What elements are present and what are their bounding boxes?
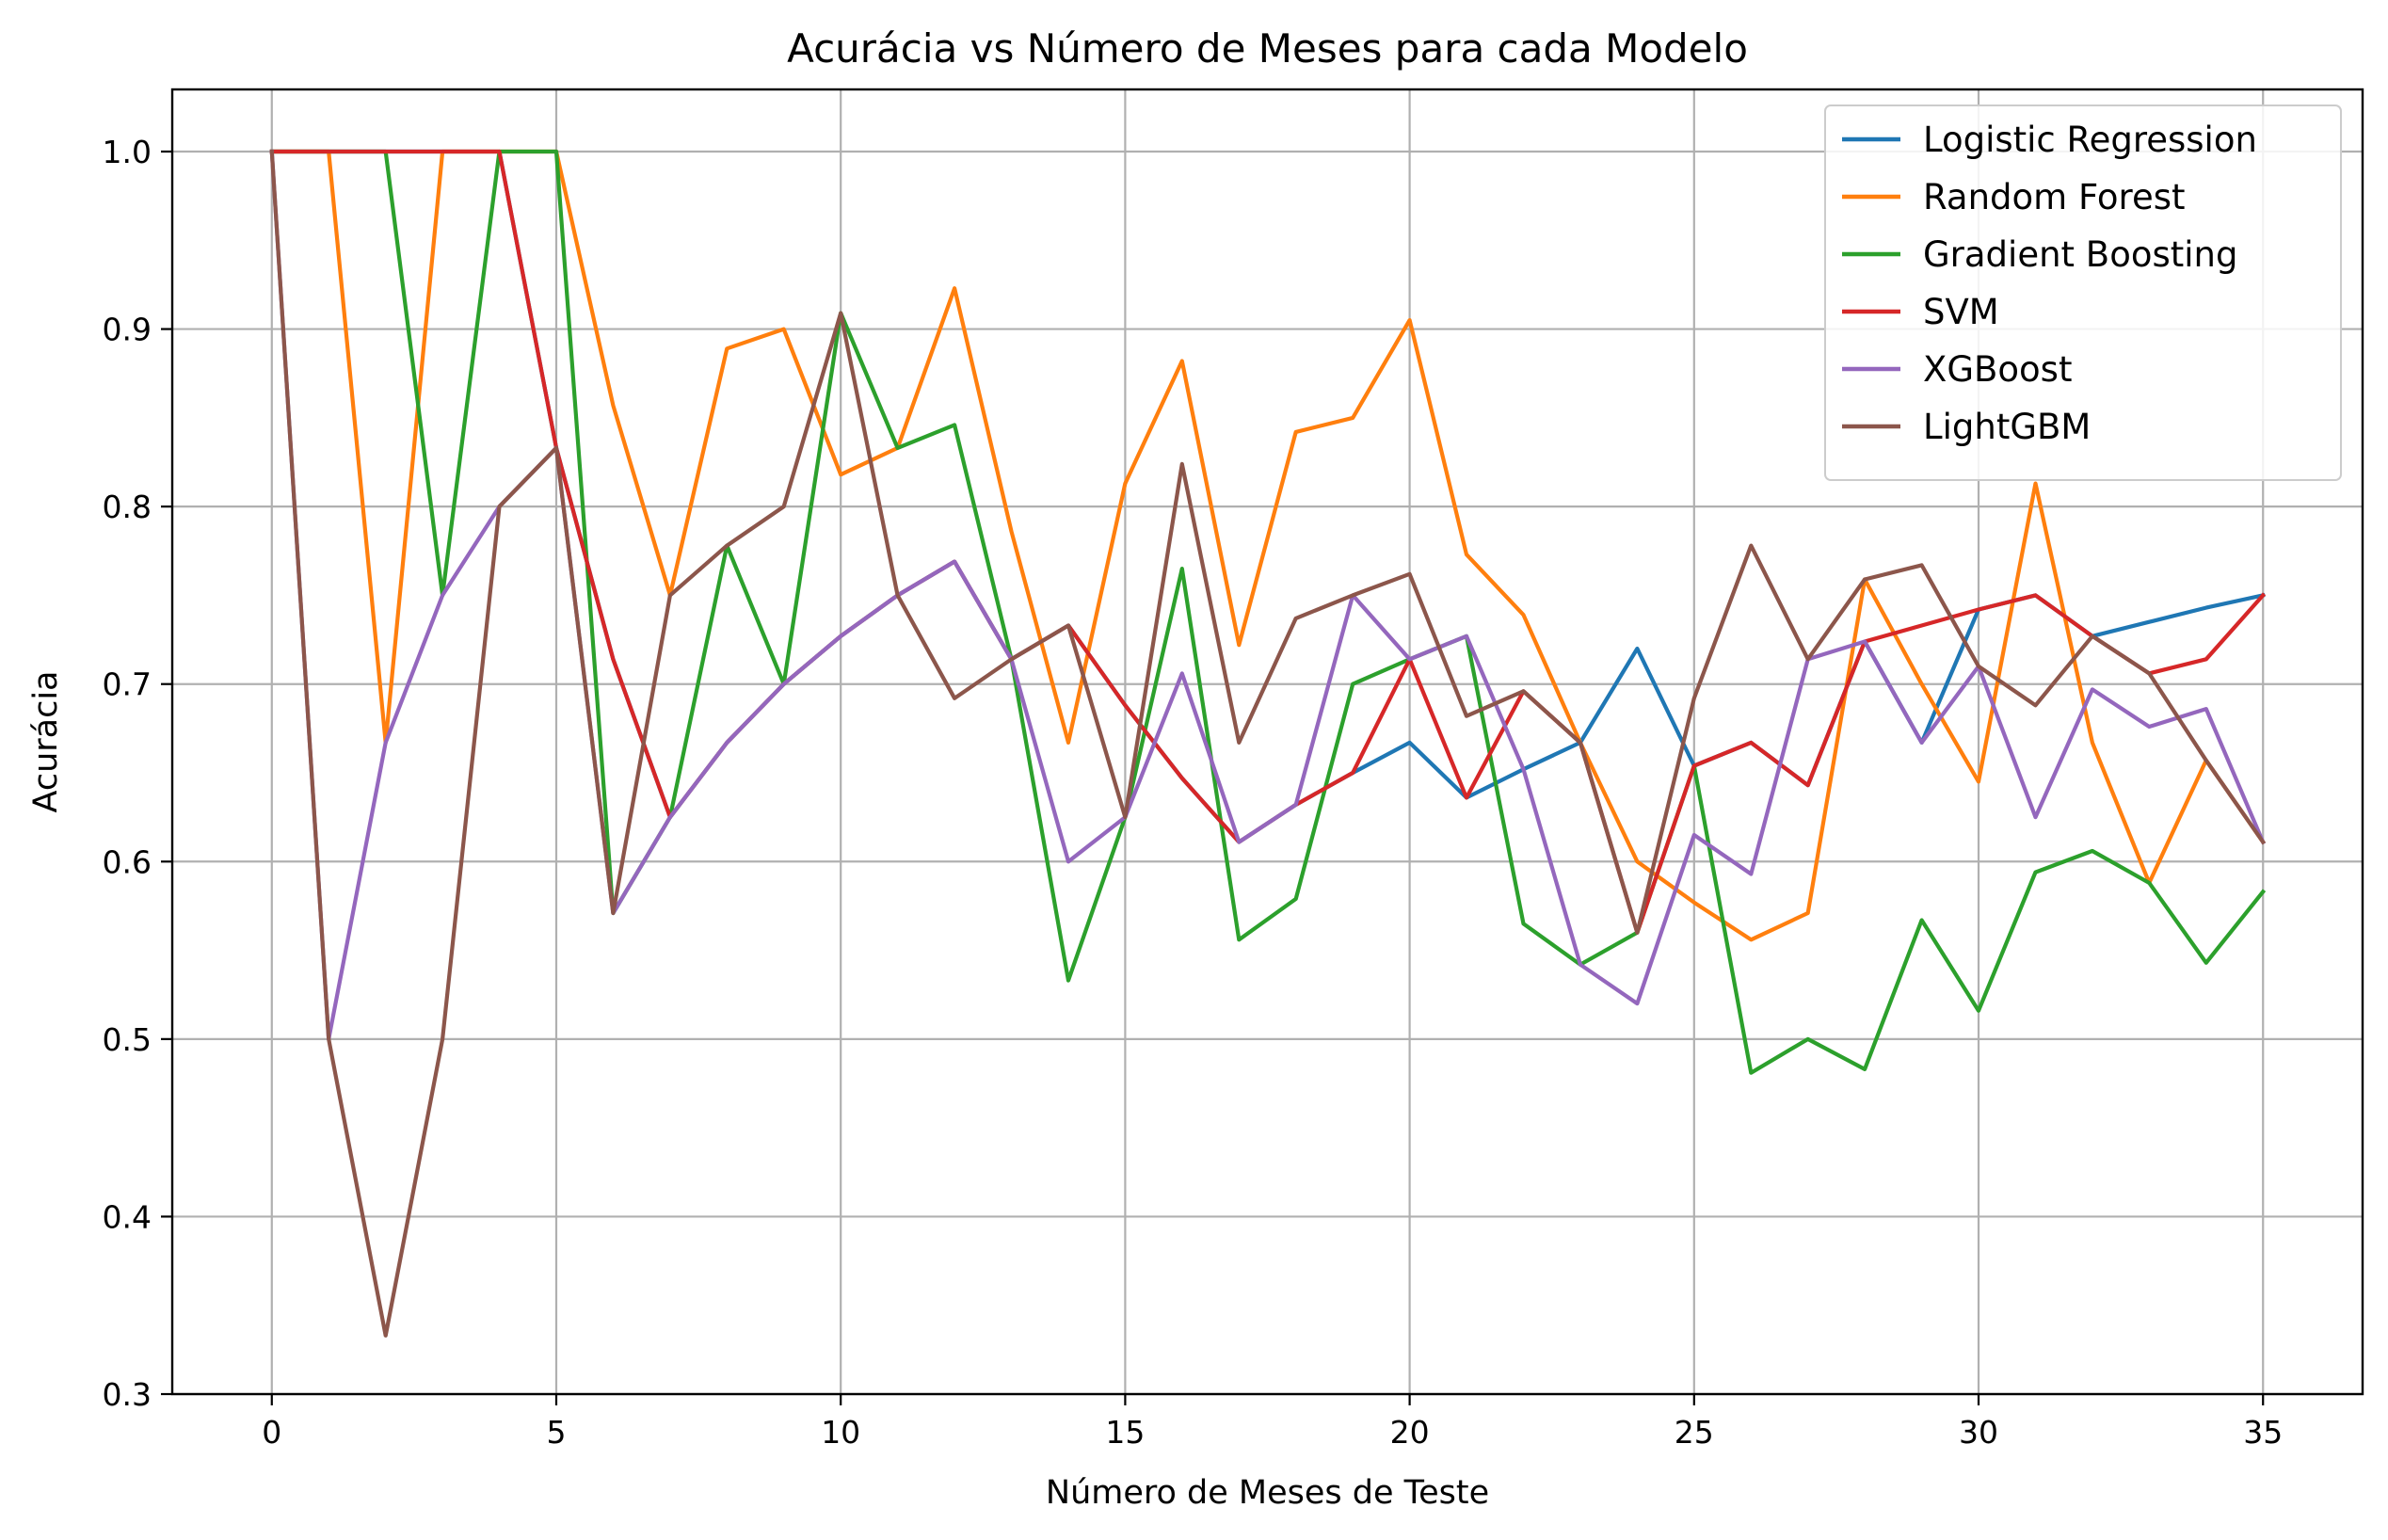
y-tick-label: 1.0 xyxy=(103,134,152,170)
axis-ticks: 0 5 10 15 20 25 30 35 0.3 0.4 0.5 0.6 0.7 0.8 0.9 1.0 xyxy=(103,134,2284,1451)
legend: Logistic Regression Random Forest Gradient… xyxy=(1824,104,2342,481)
legend-label-lightgbm: LightGBM xyxy=(1923,407,2091,447)
x-tick-label: 15 xyxy=(1105,1414,1145,1451)
x-tick-label: 30 xyxy=(1959,1414,1998,1451)
y-tick-label: 0.3 xyxy=(103,1376,152,1413)
y-tick-label: 0.8 xyxy=(103,489,152,525)
x-tick-label: 10 xyxy=(821,1414,860,1451)
x-tick-label: 0 xyxy=(262,1414,281,1451)
legend-label-logistic-regression: Logistic Regression xyxy=(1923,120,2257,160)
legend-box xyxy=(1824,104,2342,481)
legend-label-random-forest: Random Forest xyxy=(1923,177,2186,217)
x-tick-label: 20 xyxy=(1390,1414,1430,1451)
legend-label-svm: SVM xyxy=(1923,292,1999,332)
series-line-lightgbm xyxy=(269,149,2267,1338)
x-axis-label: Número de Meses de Teste xyxy=(1046,1474,1489,1512)
legend-label-gradient-boosting: Gradient Boosting xyxy=(1923,234,2237,275)
x-tick-label: 35 xyxy=(2243,1414,2283,1451)
plot-frame xyxy=(170,88,2364,1396)
y-axis-label: Acurácia xyxy=(27,670,65,812)
legend-label-xgboost: XGBoost xyxy=(1923,349,2072,390)
series-line-gradient-boosting xyxy=(269,149,2267,1075)
chart-title: Acurácia vs Número de Meses para cada Mo… xyxy=(787,25,1748,72)
y-tick-label: 0.7 xyxy=(103,666,152,703)
y-tick-label: 0.6 xyxy=(103,843,152,880)
series-lines xyxy=(269,149,2267,1338)
x-tick-label: 5 xyxy=(546,1414,566,1451)
y-tick-label: 0.4 xyxy=(103,1198,152,1235)
x-tick-label: 25 xyxy=(1675,1414,1714,1451)
y-tick-label: 0.5 xyxy=(103,1021,152,1058)
y-tick-label: 0.9 xyxy=(103,312,152,348)
series-line-random-forest xyxy=(269,149,2267,942)
